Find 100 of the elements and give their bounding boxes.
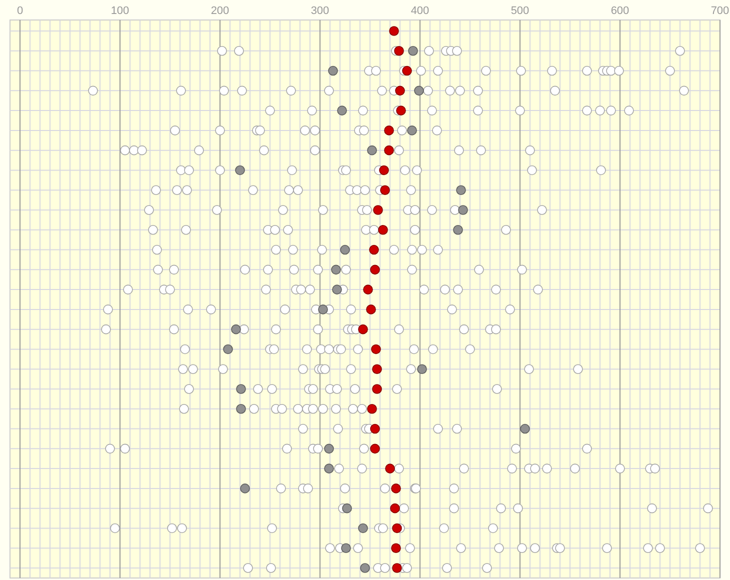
point [363,284,373,294]
point [385,464,395,474]
point [151,185,161,196]
point [340,244,350,255]
point [352,185,362,196]
point [371,344,381,354]
point [353,344,363,354]
point [427,205,437,215]
point [384,126,394,136]
point [123,284,133,294]
point [172,185,182,196]
point [505,304,515,314]
point [407,264,417,275]
x-tick-label: 100 [110,5,130,17]
point [456,185,466,196]
point [391,484,401,494]
point [433,66,443,76]
point [305,284,315,294]
point [459,464,469,474]
point [331,264,341,275]
point [400,165,410,176]
point [369,224,379,235]
point [341,543,351,554]
point [407,126,417,136]
point [703,503,713,514]
point [624,106,634,116]
point [176,86,186,96]
point [379,165,389,176]
point [389,26,399,36]
point [180,344,190,354]
point [342,503,352,514]
point [359,444,369,454]
point [183,304,193,314]
point [120,444,130,454]
point [650,464,660,474]
point [428,344,438,354]
point [392,523,402,534]
point [655,543,665,554]
point [378,224,388,235]
point [266,563,276,573]
point [492,384,502,394]
x-tick-label: 600 [610,5,630,17]
point [397,126,407,136]
point [396,106,406,116]
point [380,185,390,196]
point [370,444,380,454]
point [473,86,483,96]
point [248,185,258,196]
point [366,304,376,314]
point [394,46,404,56]
point [331,404,341,414]
point [263,264,273,275]
point [515,106,525,116]
point [235,165,245,176]
point [276,484,286,494]
point [481,66,491,76]
point [178,364,188,374]
point [392,384,402,394]
point [237,86,247,96]
point [371,66,381,76]
point [184,384,194,394]
point [516,66,526,76]
point [465,344,475,354]
point [370,264,380,275]
point [353,543,363,554]
point [313,324,323,334]
point [473,106,483,116]
point [405,543,415,554]
point [452,424,462,434]
point [416,66,426,76]
point [501,224,511,235]
point [524,364,534,374]
point [298,364,308,374]
point [442,563,452,573]
point [169,324,179,334]
point [454,145,464,156]
point [414,86,424,96]
point [278,205,288,215]
point [423,86,433,96]
point [280,304,290,314]
point [377,86,387,96]
point [234,46,244,56]
point [120,145,130,156]
x-tick-label: 200 [210,5,230,17]
point [459,324,469,334]
point [695,543,705,554]
point [360,563,370,573]
point [324,86,334,96]
point [318,404,328,414]
point [602,543,612,554]
point [606,66,616,76]
point [582,444,592,454]
point [491,284,501,294]
point [596,165,606,176]
point [253,384,263,394]
point [249,404,259,414]
point [293,404,303,414]
point [406,364,416,374]
point [129,145,139,156]
point [399,503,409,514]
